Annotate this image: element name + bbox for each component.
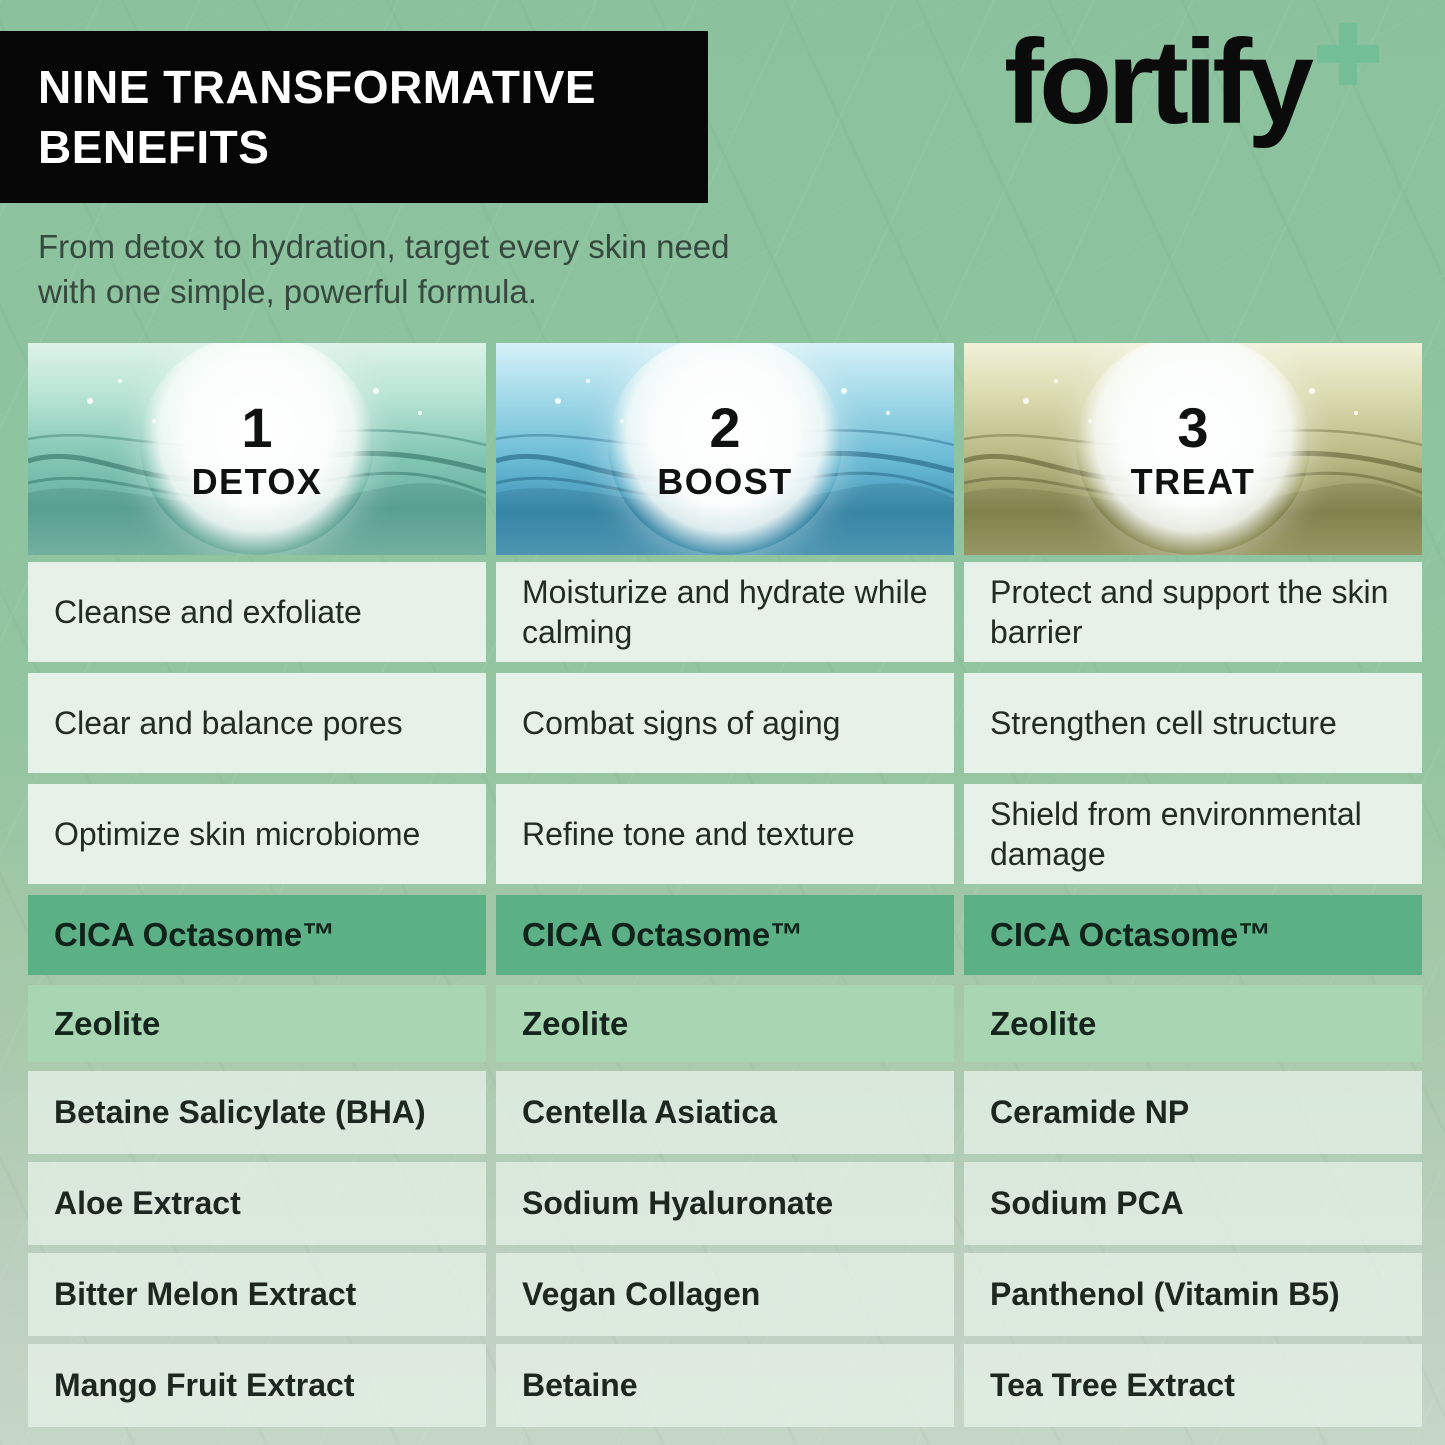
ingredient-cell: Vegan Collagen: [496, 1253, 954, 1336]
page-title-line-2: BENEFITS: [38, 121, 270, 173]
ingredient-cell: Mango Fruit Extract: [28, 1344, 486, 1427]
active-ingredient-row: Zeolite: [28, 985, 486, 1062]
benefits-table: 1 DETOX Cleanse and exfoliate Clear and …: [28, 343, 1422, 1435]
ingredient-cell: Ceramide NP: [964, 1071, 1422, 1154]
water-banner-boost: 2 BOOST: [496, 343, 954, 555]
ingredient-cell: Centella Asiatica: [496, 1071, 954, 1154]
step-number: 3: [1177, 395, 1209, 459]
benefit-cell: Optimize skin microbiome: [28, 784, 486, 884]
splash-bubble: [608, 343, 842, 555]
column-boost: 2 BOOST Moisturize and hydrate while cal…: [496, 343, 954, 1435]
ingredient-cell: Panthenol (Vitamin B5): [964, 1253, 1422, 1336]
benefit-cell: Refine tone and texture: [496, 784, 954, 884]
splash-bubble: [1076, 343, 1310, 555]
brand-logo: fortify: [1004, 22, 1379, 142]
benefit-cell: Cleanse and exfoliate: [28, 562, 486, 662]
plus-icon: [1316, 23, 1379, 85]
page-title-line-1: NINE TRANSFORMATIVE: [38, 61, 597, 113]
active-ingredient-row: Zeolite: [496, 985, 954, 1062]
ingredient-cell: Sodium Hyaluronate: [496, 1162, 954, 1245]
benefit-cell: Strengthen cell structure: [964, 673, 1422, 773]
ingredient-cell: Aloe Extract: [28, 1162, 486, 1245]
ingredient-cell: Tea Tree Extract: [964, 1344, 1422, 1427]
step-label: BOOST: [657, 460, 793, 502]
step-header-boost: 2 BOOST: [496, 343, 954, 555]
benefit-cell: Protect and support the skin barrier: [964, 562, 1422, 662]
ingredient-cell: Sodium PCA: [964, 1162, 1422, 1245]
active-ingredient-row: Zeolite: [964, 985, 1422, 1062]
benefit-cell: Moisturize and hydrate while calming: [496, 562, 954, 662]
subtitle: From detox to hydration, target every sk…: [38, 228, 730, 310]
title-box: NINE TRANSFORMATIVE BENEFITS: [0, 31, 708, 203]
column-detox: 1 DETOX Cleanse and exfoliate Clear and …: [28, 343, 486, 1435]
active-ingredient-row: CICA Octasome™: [28, 895, 486, 975]
water-banner-treat: 3 TREAT: [964, 343, 1422, 555]
step-number: 2: [709, 395, 741, 459]
step-header-treat: 3 TREAT: [964, 343, 1422, 555]
step-number: 1: [241, 395, 273, 459]
benefit-cell: Clear and balance pores: [28, 673, 486, 773]
benefit-cell: Combat signs of aging: [496, 673, 954, 773]
ingredient-cell: Betaine: [496, 1344, 954, 1427]
step-label: TREAT: [1130, 460, 1256, 502]
benefit-cell: Shield from environmental damage: [964, 784, 1422, 884]
splash-bubble: [140, 343, 374, 555]
active-ingredient-row: CICA Octasome™: [964, 895, 1422, 975]
brand-name: fortify: [1004, 15, 1314, 149]
step-header-detox: 1 DETOX: [28, 343, 486, 555]
ingredient-cell: Bitter Melon Extract: [28, 1253, 486, 1336]
column-treat: 3 TREAT Protect and support the skin bar…: [964, 343, 1422, 1435]
step-label: DETOX: [191, 460, 323, 502]
active-ingredient-row: CICA Octasome™: [496, 895, 954, 975]
water-banner-detox: 1 DETOX: [28, 343, 486, 555]
ingredient-cell: Betaine Salicylate (BHA): [28, 1071, 486, 1154]
